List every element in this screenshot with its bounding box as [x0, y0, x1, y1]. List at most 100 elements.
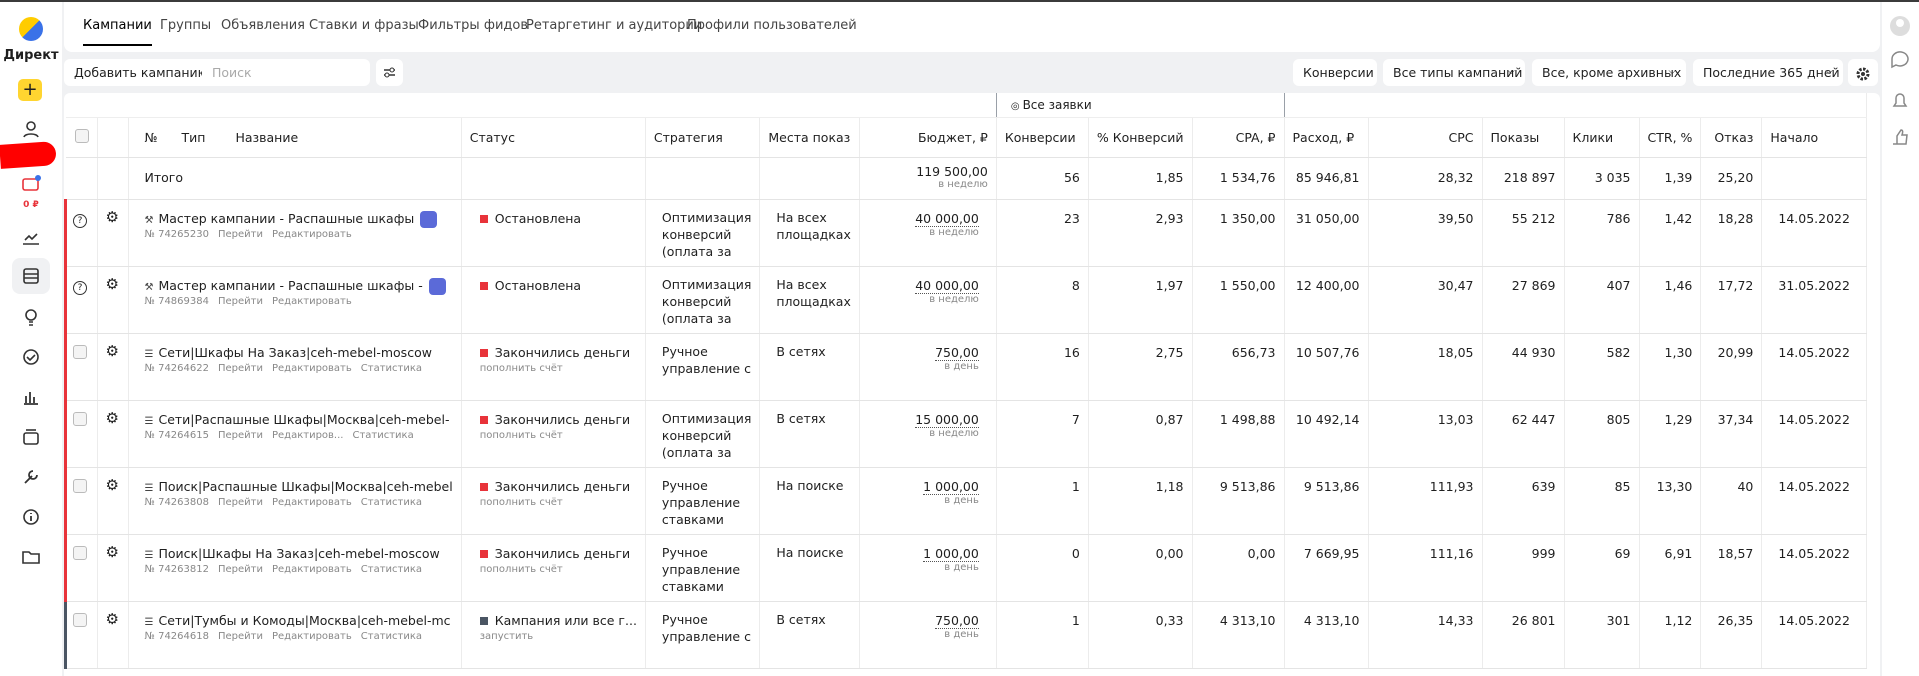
campaign-link[interactable]: Перейти [217, 630, 263, 642]
checkbox[interactable] [73, 344, 87, 359]
logo-icon[interactable] [19, 17, 43, 41]
tab[interactable]: Ставки и фразы [309, 18, 419, 33]
campaign-link[interactable]: Перейти [217, 429, 263, 441]
checkbox[interactable] [74, 128, 89, 143]
tools-icon[interactable] [21, 427, 41, 447]
campaign-name[interactable]: Сети|Распашные Шкафы|Москва|ceh-mebel- [158, 411, 450, 427]
campaign-link[interactable]: Перейти [217, 362, 263, 374]
column-header[interactable]: CPC [1368, 117, 1483, 158]
column-header[interactable]: Статус [461, 117, 646, 158]
column-header[interactable]: № [144, 129, 158, 145]
settings-cell[interactable]: ⚙ [97, 534, 129, 602]
campaign-link[interactable]: Перейти [217, 496, 263, 508]
campaign-link[interactable]: Перейти [217, 563, 263, 575]
profile-icon[interactable] [21, 119, 41, 139]
campaign-link[interactable]: Перейти [217, 295, 263, 307]
campaign-link[interactable]: Перейти [217, 228, 263, 240]
help-icon[interactable]: ? [73, 213, 87, 228]
column-header[interactable]: Конверсии [995, 117, 1089, 158]
campaign-link[interactable]: Редактировать [271, 228, 352, 240]
campaign-name[interactable]: Сети|Шкафы На Заказ|ceh-mebel-moscow [158, 344, 432, 360]
campaign-name[interactable]: Сети|Тумбы и Комоды|Москва|ceh-mebel-mc [158, 612, 451, 628]
tab[interactable]: Объявления [221, 18, 305, 33]
filter-button[interactable]: Все, кроме архивных ⌵ [1532, 59, 1686, 86]
tab[interactable]: Группы [160, 18, 212, 33]
settings-cell[interactable]: ⚙ [97, 266, 129, 334]
campaign-link[interactable]: Статистика [360, 362, 423, 374]
budget-value[interactable]: 1 000,00 [923, 478, 979, 495]
campaign-link[interactable]: Редактиров... [271, 429, 344, 441]
tab[interactable]: Профили пользователей [687, 18, 857, 33]
campaign-link[interactable]: Редактировать [271, 362, 352, 374]
add-button[interactable]: + [18, 79, 42, 101]
column-header[interactable]: Места показ [759, 117, 860, 158]
budget-value[interactable]: 750,00 [935, 612, 979, 629]
campaign-name[interactable]: Мастер кампании - Распашные шкафы [158, 210, 415, 226]
search-input[interactable]: Поиск [202, 59, 370, 86]
goal-label[interactable]: Все заявки [1022, 97, 1092, 112]
column-header[interactable]: CTR, % [1639, 117, 1702, 158]
column-header[interactable]: % Конверсий [1088, 117, 1193, 158]
campaign-name[interactable]: Поиск|Распашные Шкафы|Москва|ceh-mebel [158, 478, 453, 494]
filter-button[interactable]: Все типы кампаний ⌵ [1383, 59, 1525, 86]
column-header[interactable]: Начало [1761, 117, 1868, 158]
campaign-link[interactable]: Редактировать [271, 630, 352, 642]
filter-button[interactable]: Последние 365 дней ⌵ [1693, 59, 1843, 86]
campaign-link[interactable]: Статистика [352, 429, 414, 441]
budget-value[interactable]: 40 000,00 [915, 210, 979, 227]
column-header[interactable]: Показы [1482, 117, 1565, 158]
folder-icon[interactable] [21, 547, 41, 567]
budget-value[interactable]: 1 000,00 [923, 545, 979, 562]
filter-settings-button[interactable] [376, 59, 403, 86]
checkbox[interactable] [73, 478, 87, 493]
wrench-icon[interactable] [21, 467, 41, 487]
campaign-link[interactable]: Редактировать [271, 563, 352, 575]
campaign-link[interactable]: Статистика [360, 563, 423, 575]
campaign-name[interactable]: Поиск|Шкафы На Заказ|ceh-mebel-moscow [158, 545, 440, 561]
check-icon[interactable] [21, 347, 41, 367]
settings-cell[interactable]: ⚙ [97, 601, 129, 669]
campaign-link[interactable]: Статистика [360, 496, 423, 508]
table-settings-button[interactable] [1848, 59, 1878, 86]
status-action[interactable]: запустить [479, 630, 534, 642]
budget-value[interactable]: 750,00 [935, 344, 979, 361]
campaign-link[interactable]: Редактировать [271, 496, 352, 508]
wallet-icon[interactable] [21, 174, 41, 194]
add-campaign-button[interactable]: Добавить кампанию [64, 59, 219, 86]
right-icons[interactable] [1882, 2, 1919, 182]
status-action[interactable]: пополнить счёт [479, 496, 563, 508]
status-action[interactable]: пополнить счёт [479, 362, 563, 374]
campaign-name[interactable]: Мастер кампании - Распашные шкафы - [158, 277, 423, 293]
info-icon[interactable] [21, 507, 41, 527]
filter-button[interactable]: Конверсии [1293, 59, 1377, 86]
settings-cell[interactable]: ⚙ [97, 333, 129, 401]
status-action[interactable]: пополнить счёт [479, 429, 563, 441]
tab[interactable]: Фильтры фидов [418, 18, 528, 33]
tab[interactable]: Кампании [83, 18, 152, 46]
status-action[interactable]: пополнить счёт [479, 563, 563, 575]
column-header[interactable]: Название [235, 129, 299, 145]
column-header[interactable]: Тип [181, 129, 206, 145]
column-header[interactable]: Бюджет, ₽ [859, 117, 997, 158]
column-header[interactable]: CPA, ₽ [1192, 117, 1285, 158]
column-header[interactable]: Клики [1564, 117, 1640, 158]
campaign-link[interactable]: Статистика [360, 630, 423, 642]
checkbox[interactable] [73, 612, 87, 627]
settings-cell[interactable]: ⚙ [97, 467, 129, 535]
budget-value[interactable]: 40 000,00 [915, 277, 979, 294]
settings-cell[interactable]: ⚙ [97, 400, 129, 468]
stats-icon[interactable] [21, 227, 41, 247]
ideas-icon[interactable] [21, 307, 41, 327]
reports-icon[interactable] [21, 387, 41, 407]
budget-value[interactable]: 15 000,00 [915, 411, 979, 428]
logo-text[interactable]: Директ [3, 48, 59, 63]
settings-cell[interactable]: ⚙ [97, 199, 129, 267]
campaigns-icon[interactable] [12, 258, 50, 294]
campaign-link[interactable]: Редактировать [271, 295, 352, 307]
tab[interactable]: Ретаргетинг и аудитории [526, 18, 703, 33]
column-header[interactable]: Стратегия [645, 117, 761, 158]
checkbox[interactable] [73, 545, 87, 560]
help-icon[interactable]: ? [73, 280, 87, 295]
checkbox[interactable] [73, 411, 87, 426]
column-header[interactable]: Расход, ₽ [1283, 117, 1369, 158]
